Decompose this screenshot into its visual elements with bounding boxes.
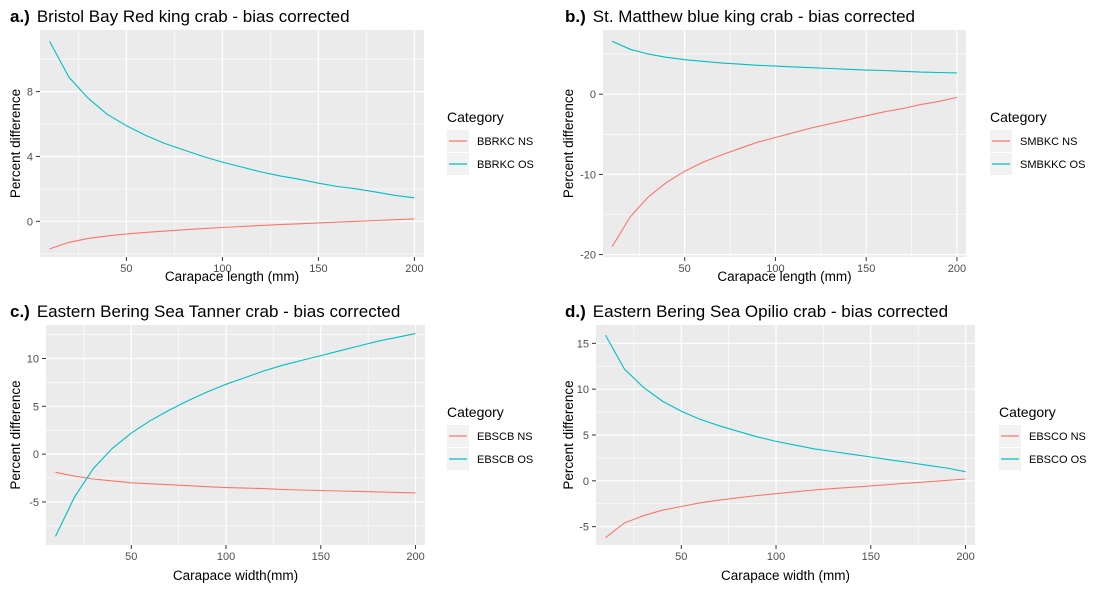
x-tick-label: 200 bbox=[956, 551, 974, 563]
y-tick-label: 0 bbox=[33, 449, 39, 461]
x-tick-label: 100 bbox=[217, 551, 235, 563]
y-tick-label: -5 bbox=[29, 497, 39, 509]
x-tick-label: 150 bbox=[862, 551, 880, 563]
legend: Category EBSCB NS EBSCB OS bbox=[447, 404, 533, 470]
panel-letter: b.) bbox=[565, 7, 586, 26]
legend: Category EBSCO NS EBSCO OS bbox=[999, 404, 1086, 470]
y-tick-label: 10 bbox=[27, 353, 39, 365]
series-line-ebsco-os bbox=[605, 334, 966, 473]
y-tick-label: 8 bbox=[27, 87, 33, 99]
legend-entry: EBSCB OS bbox=[477, 454, 533, 466]
y-tick-label: -10 bbox=[580, 169, 596, 181]
legend-entry: EBSCB NS bbox=[477, 431, 533, 443]
chart-title: c.) Eastern Bering Sea Tanner crab - bias… bbox=[10, 302, 400, 321]
panel-letter: c.) bbox=[10, 302, 30, 321]
x-tick-label: 50 bbox=[675, 551, 687, 563]
x-tick-label: 200 bbox=[948, 263, 966, 275]
plot-background bbox=[46, 325, 425, 545]
chart-title: d.) Eastern Bering Sea Opilio crab - bias… bbox=[565, 302, 948, 321]
legend-entry: EBSCO OS bbox=[1029, 454, 1086, 466]
legend-entry: SMBKC NS bbox=[1020, 136, 1077, 148]
y-tick-label: 5 bbox=[33, 401, 39, 413]
x-tick-label: 150 bbox=[857, 263, 875, 275]
x-tick-label: 100 bbox=[766, 263, 784, 275]
plot-background bbox=[603, 30, 966, 257]
panel-title-text: St. Matthew blue king crab - bias correc… bbox=[593, 7, 915, 26]
legend-entry: BBRKC OS bbox=[477, 159, 534, 171]
x-tick-label: 200 bbox=[406, 551, 424, 563]
x-axis-title: Carapace length (mm) bbox=[165, 269, 299, 284]
legend-entry: SMBKKC OS bbox=[1020, 159, 1085, 171]
y-axis-title: Percent difference bbox=[561, 380, 576, 489]
series-line-ebscb-ns bbox=[55, 471, 416, 494]
legend-entry: EBSCO NS bbox=[1029, 431, 1086, 443]
chart-panel-4: 50 100 150 200 -5 0 5 10 15 d.) Eastern Bering Sea… bbox=[561, 302, 1086, 583]
x-axis-title: Carapace width (mm) bbox=[721, 568, 850, 583]
legend: Category SMBKC NS SMBKKC OS bbox=[990, 109, 1085, 175]
plot-background bbox=[40, 30, 424, 257]
chart-title: b.) St. Matthew blue king crab - bias cor… bbox=[565, 7, 915, 26]
y-tick-label: 4 bbox=[27, 151, 33, 163]
x-tick-label: 100 bbox=[213, 263, 231, 275]
series-line-bbrkc-ns bbox=[49, 218, 415, 250]
chart-panel-1: 50 100 150 200 0 4 8 a.) Bristol Bay Red king cr… bbox=[8, 7, 534, 284]
chart-panel-3: 50 100 150 200 -5 0 5 10 c.) Eastern Bering Sea T… bbox=[8, 302, 533, 583]
legend: Category BBRKC NS BBRKC OS bbox=[447, 109, 534, 175]
chart-title: a.) Bristol Bay Red king crab - bias corr… bbox=[10, 7, 350, 26]
x-tick-label: 100 bbox=[767, 551, 785, 563]
y-axis-title: Percent difference bbox=[561, 89, 576, 198]
series-line-ebscb-os bbox=[55, 333, 416, 537]
series-line-smbkkc-os bbox=[611, 40, 957, 74]
y-tick-label: 0 bbox=[27, 216, 33, 228]
legend-title: Category bbox=[447, 404, 504, 420]
panel-letter: a.) bbox=[10, 7, 30, 26]
x-axis-title: Carapace length (mm) bbox=[717, 269, 851, 284]
panel-title-text: Bristol Bay Red king crab - bias correct… bbox=[37, 7, 350, 26]
y-axis-title: Percent difference bbox=[8, 89, 23, 198]
panel-letter: d.) bbox=[565, 302, 586, 321]
panel-title-text: Eastern Bering Sea Tanner crab - bias co… bbox=[37, 302, 401, 321]
legend-title: Category bbox=[999, 404, 1056, 420]
panel-title-text: Eastern Bering Sea Opilio crab - bias co… bbox=[593, 302, 948, 321]
x-tick-label: 150 bbox=[309, 263, 327, 275]
y-tick-label: 0 bbox=[583, 476, 589, 488]
y-tick-label: -5 bbox=[579, 522, 589, 534]
y-axis-title: Percent difference bbox=[8, 380, 23, 489]
chart-panel-2: 50 100 150 200 -20 -10 0 b.) St. Matthew blue ki… bbox=[561, 7, 1085, 284]
series-line-bbrkc-os bbox=[49, 41, 415, 199]
x-tick-label: 150 bbox=[312, 551, 330, 563]
x-axis-title: Carapace width(mm) bbox=[173, 568, 298, 583]
legend-entry: BBRKC NS bbox=[477, 136, 533, 148]
x-tick-label: 200 bbox=[405, 263, 423, 275]
y-tick-label: 0 bbox=[590, 89, 596, 101]
y-tick-label: 15 bbox=[577, 338, 589, 350]
x-tick-label: 50 bbox=[679, 263, 691, 275]
legend-title: Category bbox=[990, 109, 1047, 125]
series-line-ebsco-ns bbox=[605, 478, 966, 539]
x-tick-label: 50 bbox=[125, 551, 137, 563]
series-line-smbkc-ns bbox=[611, 96, 958, 247]
y-tick-label: 5 bbox=[583, 430, 589, 442]
x-tick-label: 50 bbox=[120, 263, 132, 275]
y-tick-label: 10 bbox=[577, 384, 589, 396]
legend-title: Category bbox=[447, 109, 504, 125]
y-tick-label: -20 bbox=[580, 250, 596, 262]
